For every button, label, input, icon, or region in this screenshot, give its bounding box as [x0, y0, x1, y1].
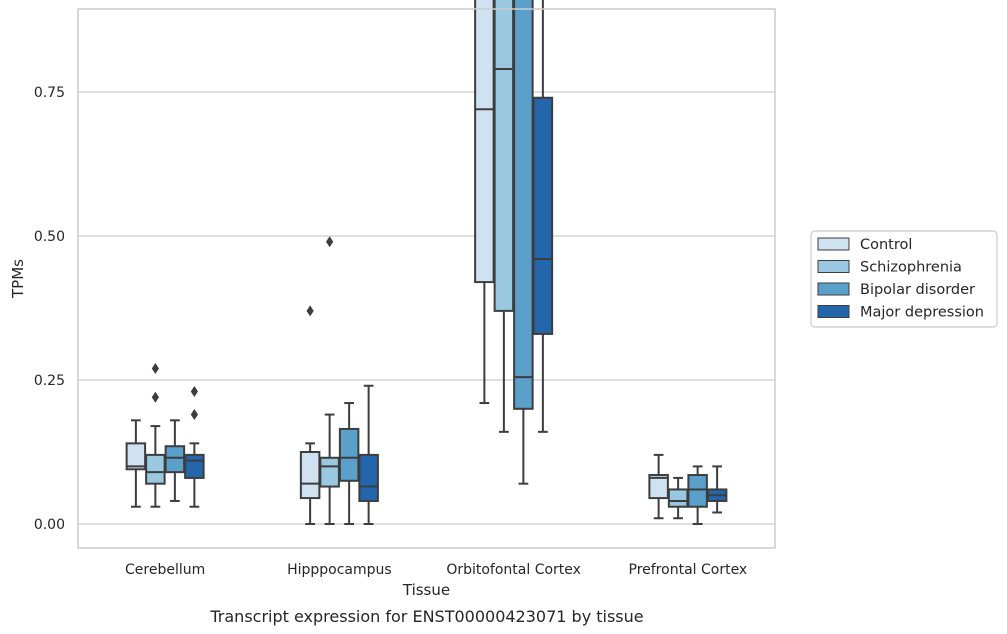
box-iqr: [532, 96, 554, 335]
box-control-4: [648, 453, 669, 520]
box-iqr: [338, 427, 360, 482]
box-control-3: [474, 0, 495, 405]
box-major-depression-4: [706, 465, 728, 514]
legend: Control Schizophrenia Bipolar disorder Majo…: [810, 230, 998, 328]
box-control-1: [125, 419, 147, 508]
box-iqr: [299, 451, 321, 500]
box-schizophrenia-1: [145, 362, 166, 508]
box-major-depression-3: [532, 0, 554, 433]
box-iqr: [125, 442, 147, 471]
box-control-2: [299, 305, 321, 525]
outlier-point: [326, 236, 334, 248]
legend-swatch: [817, 282, 850, 296]
boxplots: [125, 0, 728, 525]
box-iqr: [319, 456, 340, 488]
box-major-depression-1: [184, 386, 205, 508]
legend-swatch: [817, 237, 850, 251]
box-iqr: [164, 445, 186, 474]
y-tick-label: 0.25: [34, 373, 65, 389]
plot-frame: [77, 8, 776, 549]
legend-label: Control: [860, 237, 912, 253]
box-schizophrenia-4: [667, 476, 689, 520]
outlier-point: [151, 391, 159, 403]
legend-label: Bipolar disorder: [860, 282, 975, 298]
outlier-point: [190, 409, 198, 421]
outlier-point: [151, 362, 159, 374]
legend-label: Major depression: [860, 305, 984, 321]
legend-swatch: [817, 305, 850, 318]
box-iqr: [648, 474, 669, 500]
box-iqr: [474, 0, 495, 284]
y-tick-label: 0.75: [34, 85, 65, 101]
box-bipolar-disorder-3: [513, 0, 534, 485]
box-iqr: [184, 453, 205, 479]
box-iqr: [358, 453, 379, 502]
grid-lines: [78, 91, 775, 525]
chart-caption: Transcript expression for ENST0000042307…: [209, 607, 643, 626]
x-tick-label: Hipppocampus: [287, 562, 392, 578]
box-iqr: [145, 453, 166, 485]
box-major-depression-2: [358, 384, 379, 525]
box-iqr: [493, 0, 515, 312]
box-iqr: [513, 0, 534, 410]
box-iqr: [667, 488, 689, 508]
x-axis-label: Tissue: [402, 581, 450, 599]
y-tick-label: 0.00: [34, 517, 65, 533]
x-tick-labels: Cerebellum Hipppocampus Orbitofontal Corte…: [125, 562, 747, 578]
box-schizophrenia-3: [493, 0, 515, 433]
box-iqr: [687, 474, 708, 508]
outlier-point: [190, 386, 198, 398]
x-tick-label: Prefrontal Cortex: [629, 562, 748, 578]
box-bipolar-disorder-1: [164, 419, 186, 502]
box-schizophrenia-2: [319, 236, 340, 525]
box-bipolar-disorder-4: [687, 465, 708, 525]
box-bipolar-disorder-2: [338, 402, 360, 525]
y-axis-label: TPMs: [9, 259, 27, 299]
legend-frame: [810, 230, 998, 328]
y-tick-label: 0.50: [34, 229, 65, 245]
x-tick-label: Orbitofontal Cortex: [446, 562, 581, 578]
legend-swatch: [817, 260, 850, 273]
x-tick-label: Cerebellum: [125, 562, 205, 578]
y-tick-labels: 0.000.250.500.751.001.251.501.75: [34, 85, 65, 533]
outlier-point: [306, 305, 314, 317]
legend-label: Schizophrenia: [860, 260, 962, 276]
